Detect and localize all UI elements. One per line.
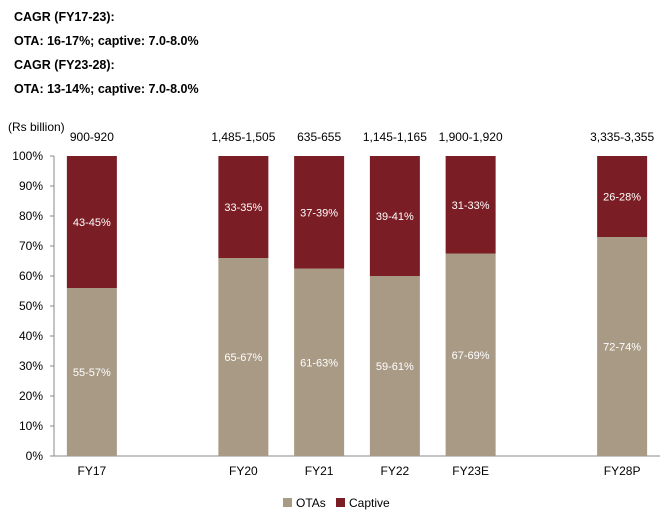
data-label-captive: 37-39%: [300, 207, 338, 219]
total-label: 900-920: [70, 130, 114, 144]
y-tick-label: 90%: [19, 179, 43, 193]
x-tick-label: FY22: [381, 464, 410, 478]
data-label-otas: 72-74%: [603, 342, 641, 354]
bar-otas-fy22: [369, 276, 420, 456]
bar-captive-fy28p: [597, 156, 648, 237]
data-label-captive: 39-41%: [376, 211, 414, 223]
cagr-fy17-23-title: CAGR (FY17-23):: [14, 10, 115, 24]
y-tick-label: 60%: [19, 269, 43, 283]
bar-captive-fy17: [66, 156, 117, 288]
total-label: 3,335-3,355: [590, 130, 654, 144]
legend-swatch-otas: [283, 498, 292, 507]
data-label-otas: 61-63%: [300, 357, 338, 369]
data-label-otas: 67-69%: [452, 350, 490, 362]
total-label: 1,900-1,920: [439, 130, 503, 144]
y-tick-label: 30%: [19, 359, 43, 373]
cagr-fy23-28-values: OTA: 13-14%; captive: 7.0-8.0%: [14, 82, 199, 96]
legend-label-captive: Captive: [349, 496, 390, 510]
y-tick-label: 70%: [19, 239, 43, 253]
y-tick-label: 40%: [19, 329, 43, 343]
x-tick-label: FY23E: [452, 464, 489, 478]
bar-otas-fy21: [294, 268, 345, 456]
y-tick-label: 10%: [19, 419, 43, 433]
y-tick-label: 0%: [26, 449, 44, 463]
total-label: 1,485-1,505: [211, 130, 275, 144]
total-label: 1,145-1,165: [363, 130, 427, 144]
data-label-captive: 31-33%: [452, 200, 490, 212]
y-tick-label: 50%: [19, 299, 43, 313]
legend-swatch-captive: [336, 498, 345, 507]
unit-label: (Rs billion): [8, 120, 65, 134]
bar-otas-fy20: [218, 258, 269, 456]
total-label: 635-655: [297, 130, 341, 144]
data-label-otas: 65-67%: [224, 352, 262, 364]
data-label-captive: 43-45%: [73, 217, 111, 229]
data-label-captive: 26-28%: [603, 192, 641, 204]
y-tick-label: 100%: [12, 149, 43, 163]
x-tick-label: FY28P: [604, 464, 641, 478]
bar-captive-fy22: [369, 156, 420, 276]
cagr-fy23-28-title: CAGR (FY23-28):: [14, 58, 115, 72]
bar-otas-fy17: [66, 288, 117, 456]
x-tick-label: FY20: [229, 464, 258, 478]
x-tick-label: FY17: [78, 464, 107, 478]
y-tick-label: 80%: [19, 209, 43, 223]
bar-captive-fy20: [218, 156, 269, 258]
bar-captive-fy21: [294, 156, 345, 269]
bar-captive-fy23e: [445, 156, 496, 254]
cagr-fy17-23-values: OTA: 16-17%; captive: 7.0-8.0%: [14, 34, 199, 48]
bar-otas-fy28p: [597, 237, 648, 456]
data-label-captive: 33-35%: [224, 202, 262, 214]
x-tick-label: FY21: [305, 464, 334, 478]
data-label-otas: 59-61%: [376, 361, 414, 373]
data-label-otas: 55-57%: [73, 367, 111, 379]
legend-label-otas: OTAs: [296, 496, 326, 510]
y-tick-label: 20%: [19, 389, 43, 403]
bar-otas-fy23e: [445, 253, 496, 456]
